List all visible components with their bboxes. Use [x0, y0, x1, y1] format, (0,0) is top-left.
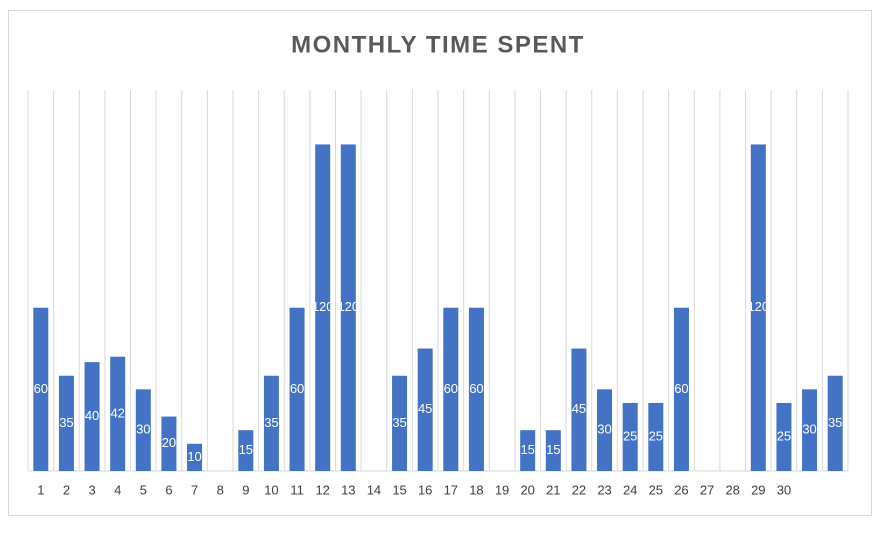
- data-label: 60: [469, 381, 483, 396]
- x-tick-label: 22: [572, 482, 586, 497]
- x-tick-label: 13: [341, 482, 355, 497]
- data-label: 30: [136, 422, 150, 437]
- data-label: 30: [597, 422, 611, 437]
- x-tick-label: 12: [315, 482, 329, 497]
- bar: [802, 389, 818, 471]
- data-label: 120: [337, 299, 359, 314]
- x-tick-label: 4: [114, 482, 121, 497]
- x-tick-label: 30: [777, 482, 791, 497]
- x-tick-label: 28: [725, 482, 739, 497]
- bar: [289, 307, 305, 471]
- x-tick-label: 20: [520, 482, 534, 497]
- data-label: 15: [546, 442, 560, 457]
- bar: [648, 402, 664, 471]
- data-label: 15: [239, 442, 253, 457]
- data-label: 25: [777, 428, 791, 443]
- data-label: 35: [392, 415, 406, 430]
- x-tick-label: 14: [367, 482, 381, 497]
- x-tick-label: 16: [418, 482, 432, 497]
- bar: [520, 430, 536, 471]
- bar: [263, 375, 279, 471]
- data-label: 35: [59, 415, 73, 430]
- data-label: 25: [623, 428, 637, 443]
- data-label: 20: [162, 435, 176, 450]
- bar: [622, 402, 638, 471]
- bar: [135, 389, 151, 471]
- data-label: 120: [747, 299, 769, 314]
- data-label: 120: [312, 299, 334, 314]
- x-tick-label: 9: [242, 482, 249, 497]
- x-tick-label: 6: [165, 482, 172, 497]
- x-tick-label: 3: [88, 482, 95, 497]
- x-tick-label: 2: [63, 482, 70, 497]
- chart-border: [8, 10, 872, 516]
- x-tick-label: 10: [264, 482, 278, 497]
- x-tick-label: 15: [392, 482, 406, 497]
- data-label: 35: [828, 415, 842, 430]
- bar: [187, 443, 203, 471]
- x-tick-label: 26: [674, 482, 688, 497]
- bar: [84, 362, 100, 471]
- x-tick-label: 17: [444, 482, 458, 497]
- bar: [315, 144, 331, 471]
- bar: [443, 307, 459, 471]
- bar: [417, 348, 433, 471]
- data-label: 35: [264, 415, 278, 430]
- data-label: 10: [187, 449, 201, 464]
- x-tick-label: 23: [597, 482, 611, 497]
- x-tick-label: 19: [495, 482, 509, 497]
- x-tick-label: 11: [290, 482, 304, 497]
- data-label: 60: [34, 381, 48, 396]
- bar: [545, 430, 561, 471]
- x-tick-label: 27: [700, 482, 714, 497]
- data-label: 40: [85, 408, 99, 423]
- x-tick-label: 18: [469, 482, 483, 497]
- x-tick-label: 24: [623, 482, 637, 497]
- x-tick-label: 8: [217, 482, 224, 497]
- bar: [776, 402, 792, 471]
- data-label: 60: [290, 381, 304, 396]
- bar: [597, 389, 613, 471]
- data-label: 42: [110, 405, 124, 420]
- chart-title: MONTHLY TIME SPENT: [291, 31, 585, 58]
- x-tick-label: 25: [649, 482, 663, 497]
- bar: [110, 356, 126, 471]
- bar: [673, 307, 689, 471]
- data-label: 60: [444, 381, 458, 396]
- data-label: 60: [674, 381, 688, 396]
- x-tick-label: 29: [751, 482, 765, 497]
- data-label: 45: [418, 401, 432, 416]
- bar: [571, 348, 587, 471]
- bar: [340, 144, 356, 471]
- bar: [468, 307, 484, 471]
- data-label: 45: [572, 401, 586, 416]
- bar: [238, 430, 254, 471]
- x-tick-label: 5: [140, 482, 147, 497]
- x-tick-label: 1: [37, 482, 44, 497]
- x-tick-label: 21: [546, 482, 560, 497]
- bar: [33, 307, 49, 471]
- data-label: 25: [649, 428, 663, 443]
- bar: [750, 144, 766, 471]
- bar: [161, 416, 177, 471]
- bar: [58, 375, 74, 471]
- bar: [392, 375, 408, 471]
- bar: [827, 375, 843, 471]
- x-tick-label: 7: [191, 482, 198, 497]
- data-label: 30: [802, 422, 816, 437]
- data-label: 15: [520, 442, 534, 457]
